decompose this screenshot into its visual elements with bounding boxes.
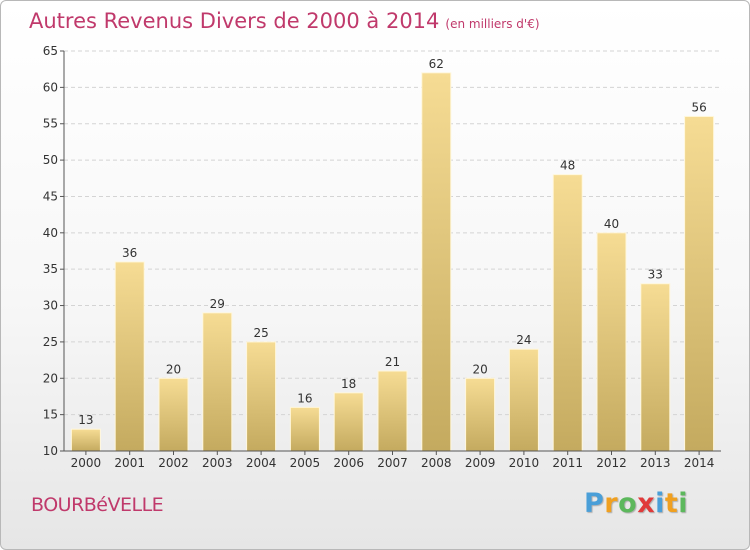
y-tick-label: 25 xyxy=(43,335,58,349)
bar-2003 xyxy=(202,312,233,452)
data-label-2006: 18 xyxy=(341,377,356,391)
bar-2012 xyxy=(596,232,627,452)
y-tick-label: 60 xyxy=(43,80,58,94)
x-tick-label: 2010 xyxy=(509,456,540,470)
data-label-2009: 20 xyxy=(472,362,487,376)
data-label-2005: 16 xyxy=(297,391,312,405)
brand-letter: P xyxy=(584,488,605,519)
x-tick-label: 2014 xyxy=(684,456,715,470)
bar-2006 xyxy=(333,392,364,452)
data-label-2007: 21 xyxy=(385,355,400,369)
brand-letter: r xyxy=(604,488,619,519)
data-label-2004: 25 xyxy=(253,326,268,340)
x-tick-label: 2012 xyxy=(596,456,627,470)
data-label-2008: 62 xyxy=(429,57,444,71)
x-tick-label: 2009 xyxy=(465,456,496,470)
chart-title-text: Autres Revenus Divers de 2000 à 2014 xyxy=(29,9,440,33)
brand-letter: o xyxy=(618,488,638,519)
y-tick-label: 40 xyxy=(43,226,58,240)
x-tick-label: 2006 xyxy=(333,456,364,470)
chart-title: Autres Revenus Divers de 2000 à 2014 (en … xyxy=(29,9,540,33)
brand-letter: i xyxy=(678,488,689,519)
bars xyxy=(70,72,715,452)
y-tick-label: 10 xyxy=(43,444,58,458)
bar-2000 xyxy=(70,428,101,452)
brand-logo: Proxiti xyxy=(584,488,688,519)
data-label-2014: 56 xyxy=(691,100,706,114)
x-tick-label: 2011 xyxy=(552,456,583,470)
axes xyxy=(60,50,721,455)
x-tick-label: 2007 xyxy=(377,456,408,470)
bar-2010 xyxy=(508,348,539,452)
x-tick-label: 2003 xyxy=(202,456,233,470)
data-label-2001: 36 xyxy=(122,246,137,260)
data-label-2002: 20 xyxy=(166,362,181,376)
bar-2008 xyxy=(421,72,452,452)
y-tick-label: 35 xyxy=(43,262,58,276)
brand-letter: x xyxy=(637,488,656,519)
y-tick-label: 15 xyxy=(43,408,58,422)
bar-2001 xyxy=(114,261,145,452)
bar-2004 xyxy=(246,341,277,452)
data-label-2010: 24 xyxy=(516,333,531,347)
x-tick-label: 2001 xyxy=(114,456,145,470)
x-tick-label: 2002 xyxy=(158,456,189,470)
y-tick-label: 30 xyxy=(43,299,58,313)
y-tick-label: 50 xyxy=(43,153,58,167)
data-label-2011: 48 xyxy=(560,159,575,173)
brand-letter: t xyxy=(664,488,679,519)
chart-subtitle: (en milliers d'€) xyxy=(445,17,540,31)
x-tick-label: 2008 xyxy=(421,456,452,470)
brand-letter: i xyxy=(655,488,665,519)
labels: 10 15 20 25 30 35 40 45 50 55 60 65 13 2000 36 2001 20 20… xyxy=(43,44,715,470)
data-label-2012: 40 xyxy=(604,217,619,231)
y-tick-label: 65 xyxy=(43,44,58,58)
bar-2011 xyxy=(552,174,583,452)
x-tick-label: 2005 xyxy=(290,456,321,470)
y-tick-label: 55 xyxy=(43,117,58,131)
y-tick-label: 20 xyxy=(43,371,58,385)
commune-name: BOURBéVELLE xyxy=(31,494,164,516)
bar-2002 xyxy=(158,377,189,452)
bar-2013 xyxy=(640,283,671,452)
bar-2014 xyxy=(684,115,715,452)
x-tick-label: 2004 xyxy=(246,456,277,470)
data-label-2000: 13 xyxy=(78,413,93,427)
bar-2007 xyxy=(377,370,408,452)
data-label-2003: 29 xyxy=(210,297,225,311)
y-tick-label: 45 xyxy=(43,189,58,203)
bar-2005 xyxy=(289,406,320,452)
data-label-2013: 33 xyxy=(648,268,663,282)
bar-2009 xyxy=(465,377,496,452)
x-tick-label: 2013 xyxy=(640,456,671,470)
x-tick-label: 2000 xyxy=(71,456,102,470)
